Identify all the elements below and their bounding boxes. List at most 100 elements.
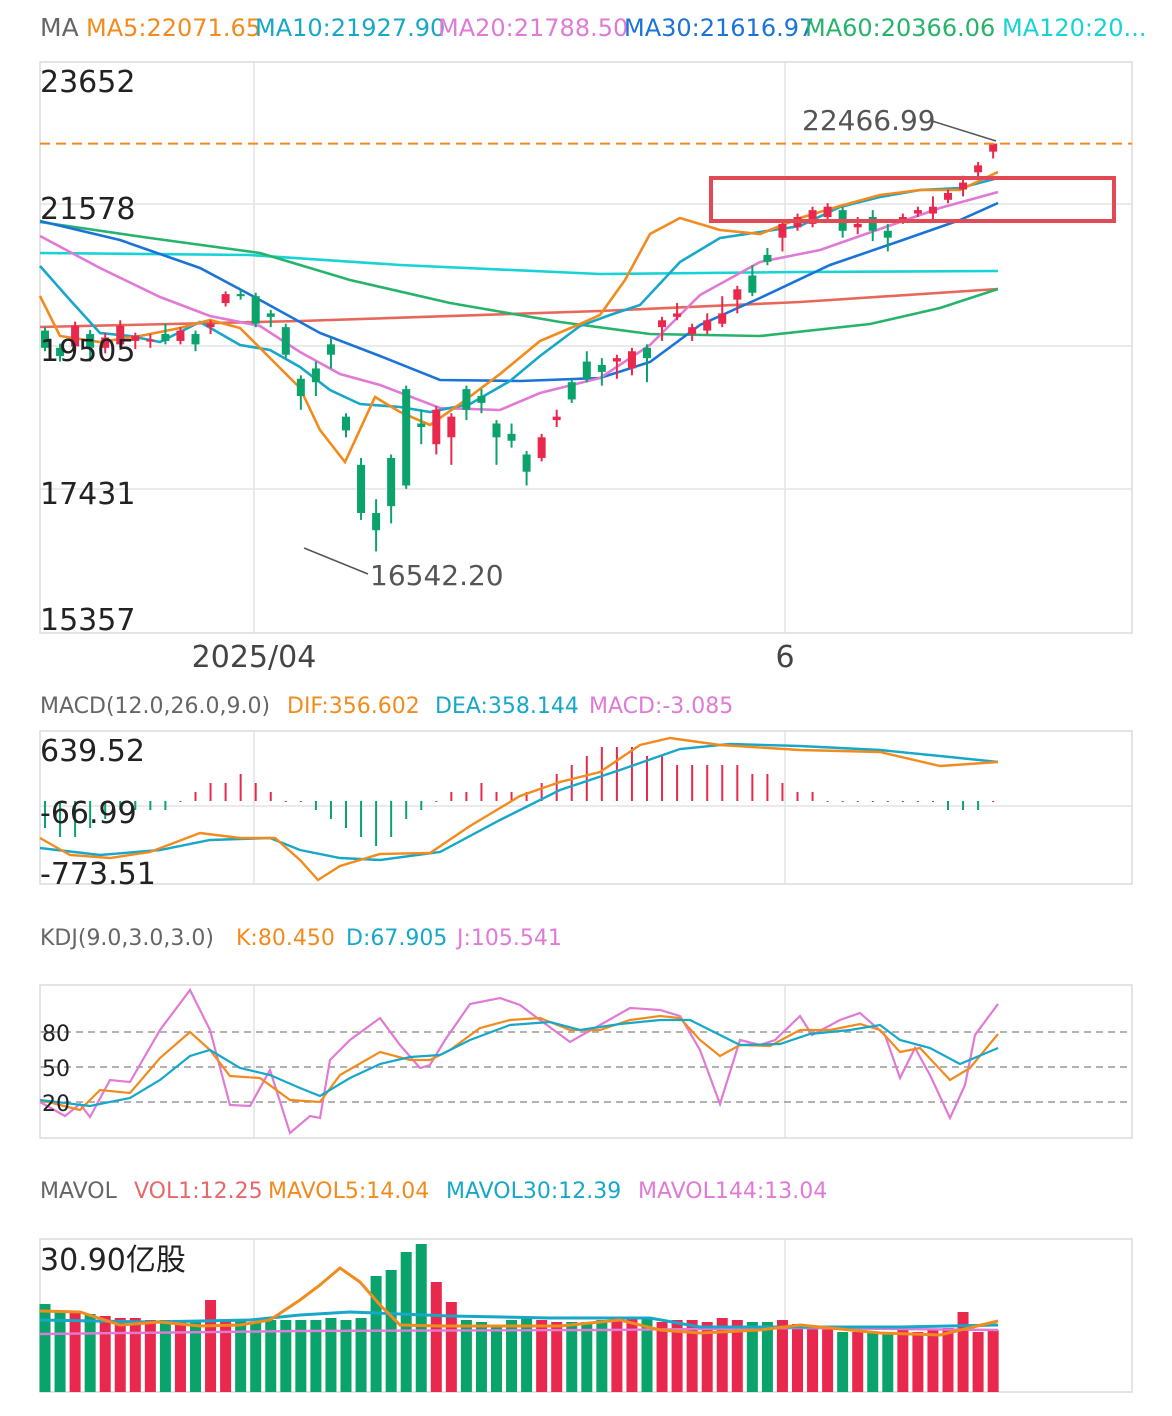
volume-bar [596,1320,608,1392]
candle [477,389,486,414]
candle-body [748,275,757,293]
volume-bar [265,1320,277,1392]
volume-bar [987,1330,999,1392]
ma250-line [39,287,999,329]
ma10-legend: MA10:21927.90 [255,14,445,42]
candle-body [86,334,95,348]
d-legend: D:67.905 [346,926,447,951]
volume-bar [84,1314,96,1392]
mavol5-legend: MAVOL5:14.04 [268,1179,429,1204]
candle [537,433,546,462]
ma20-legend: MA20:21788.50 [438,14,628,42]
candle-body [582,361,591,379]
candle [868,210,877,242]
ma30-line [39,201,999,383]
candle [823,203,832,221]
candle-body [718,313,727,324]
candle [56,343,65,362]
candle [41,327,49,352]
candle-body [507,433,516,441]
macd-legend-title: MACD(12.0,26.0,9.0) [40,694,270,719]
candle-body [477,395,486,403]
volume-bar [460,1320,472,1392]
candle [658,316,667,341]
volume-bar [190,1322,201,1392]
candle [552,409,561,427]
candle-body [567,382,576,400]
dea-line [39,742,999,862]
candle-body [673,313,682,317]
volume-bar [746,1322,758,1392]
candle-body [522,454,531,472]
candle-body [703,320,712,331]
volume-bar [54,1312,66,1392]
kdj-tick: 50 [42,1057,70,1082]
candle-body [688,327,697,335]
volume-bar [686,1320,698,1392]
ma5-line [38,170,999,465]
volume-bar [491,1326,502,1392]
low-label: 16542.20 [370,559,504,592]
candle [176,327,185,345]
volume-bar [355,1318,367,1392]
candle-body [372,513,381,531]
candle-body [296,378,305,396]
candle-body [71,325,80,347]
candle [582,351,591,383]
volume-bar [701,1322,713,1392]
candle-body [41,330,49,348]
volume-bar [867,1332,879,1392]
candle [492,420,501,465]
candle-body [853,223,862,228]
candle [342,413,350,438]
dif-legend: DIF:356.602 [287,694,420,719]
candle-body [959,182,968,190]
volume-bar [506,1320,518,1392]
candle [673,303,682,321]
volume-bar [69,1312,81,1392]
high-pointer-line [931,120,997,142]
candle [913,206,922,218]
volume-bar [280,1320,292,1392]
macd-tick: -773.51 [40,857,156,892]
mavol144-line [39,1326,999,1336]
candle-body [357,464,366,514]
candle-body [808,210,817,224]
candle-body [161,334,170,341]
macd-axis: 639.52 -66.99 -773.51 [40,734,156,892]
macd-tick: -66.99 [40,796,137,831]
candle [311,361,320,396]
volume-bar [129,1318,141,1392]
volume-bar [852,1332,864,1392]
candle [251,292,260,328]
candle [326,337,335,369]
volume-bar [792,1324,803,1392]
vol1-legend: VOL1:12.25 [134,1179,263,1204]
ma20-line [39,190,999,412]
volume-bar [220,1320,232,1392]
candle-body [868,217,877,231]
candle [567,378,576,403]
candle-body [326,344,335,355]
candle [643,344,651,383]
price-tick: 21578 [40,192,135,227]
ma5-legend: MA5:22071.65 [86,14,261,42]
volume-bar [566,1322,578,1392]
candle-body [387,457,396,507]
high-label: 22466.99 [802,104,936,137]
volume-bar [641,1318,653,1392]
candle [101,332,110,354]
volume-bar [671,1320,683,1392]
volume-bar [716,1318,728,1392]
candle [161,323,170,345]
candle [402,385,411,489]
candle [748,265,757,297]
candle [928,196,937,221]
candle [191,330,200,352]
candle-body [989,143,998,152]
candle-body [492,423,501,438]
ma120-legend: MA120:20... [1002,14,1146,42]
ma60-line [39,220,999,338]
volume-bar [611,1320,623,1392]
